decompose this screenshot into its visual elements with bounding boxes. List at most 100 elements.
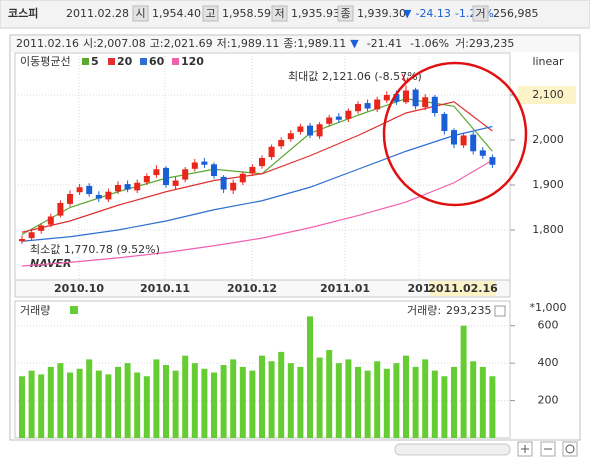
volume-bar — [163, 365, 169, 438]
candle-body — [163, 167, 169, 185]
volume-bar — [28, 370, 35, 438]
header-icon-text: 종 — [340, 7, 350, 20]
candle-body — [259, 158, 265, 167]
header-value: 1,958.59 — [222, 7, 271, 20]
candle-body — [57, 203, 64, 216]
header-icon — [337, 5, 354, 22]
scale-label: linear — [532, 55, 564, 68]
volume-bar — [95, 370, 102, 438]
volume-bar — [268, 361, 275, 438]
legend-swatch — [108, 58, 115, 65]
volume-bar — [76, 368, 83, 438]
y-tick-label: 2,000 — [532, 133, 564, 146]
volume-bar — [412, 366, 419, 438]
min-annotation: 최소값 1,770.78 (9.52%) — [30, 243, 160, 256]
volume-title: 거래량 — [20, 304, 50, 317]
volume-bar — [115, 366, 121, 438]
volume-readout-label: 거래량: — [407, 304, 441, 317]
volume-bar — [326, 350, 333, 438]
header-value: 1,935.93 — [291, 7, 340, 20]
x-tick-label: 2011.01 — [320, 282, 370, 295]
candle-body — [287, 133, 294, 140]
info-arrow: ▼ — [350, 37, 359, 50]
volume-bar — [230, 359, 237, 438]
candle-body — [383, 95, 390, 101]
candle-body — [489, 157, 496, 165]
candle-body — [239, 173, 246, 183]
header-value: 1,939.30 — [357, 7, 406, 20]
candle-body — [38, 225, 45, 231]
header-icon-text: 저 — [274, 7, 284, 20]
candle-body — [355, 104, 361, 112]
volume-bar — [124, 363, 131, 438]
header-icon-text: 고 — [205, 7, 215, 20]
candle-body — [441, 113, 448, 131]
y-tick-label: 200 — [538, 394, 559, 407]
info-item: 종:1,989.11 — [283, 37, 346, 50]
candle-body — [201, 161, 208, 165]
header-bar — [0, 0, 590, 29]
volume-unit: *1,000 — [530, 301, 567, 314]
volume-legend-swatch — [70, 306, 78, 314]
candle-body — [86, 185, 93, 194]
y-tick-label: 2,100 — [532, 88, 564, 101]
x-tick-label: 2010.10 — [54, 282, 104, 295]
candle-body — [220, 176, 227, 190]
x-tick-label: 201 — [408, 282, 431, 295]
candle-body — [374, 99, 381, 110]
volume-bar — [355, 366, 361, 438]
y-tick-label: 600 — [538, 319, 559, 332]
candle-body — [345, 110, 352, 119]
candle-body — [335, 116, 342, 120]
candle-body — [191, 162, 198, 169]
candle-body — [278, 140, 285, 147]
volume-bar — [287, 363, 294, 438]
volume-bar — [57, 363, 64, 438]
legend-label: 5 — [91, 55, 99, 68]
info-volume: 거:293,235 — [455, 37, 514, 50]
volume-bar — [86, 359, 93, 438]
candle-body — [451, 130, 457, 145]
candle-body — [431, 96, 438, 113]
candle-body — [326, 117, 333, 124]
candle-body — [76, 187, 83, 193]
candle-body — [28, 232, 35, 239]
volume-bar — [105, 374, 112, 438]
x-tick-label: 2010.12 — [227, 282, 277, 295]
volume-bar — [47, 366, 54, 438]
header-icon-text: 시 — [135, 7, 145, 20]
y-tick-label: 400 — [538, 356, 559, 369]
volume-bar — [220, 365, 227, 438]
legend-swatch — [82, 58, 89, 65]
volume-bar — [278, 351, 285, 438]
header-icon-text: 거 — [475, 7, 485, 20]
cursor-date-box — [430, 281, 496, 296]
candle-body — [403, 90, 409, 103]
volume-bar — [191, 363, 198, 438]
volume-close-button — [494, 305, 506, 317]
volume-bar — [470, 361, 477, 438]
header-icon — [132, 5, 149, 22]
candle-body — [249, 167, 256, 174]
header-arrow: ▼ — [403, 7, 412, 20]
scrollbar[interactable] — [394, 443, 511, 456]
candle-body — [307, 125, 313, 136]
candle-body — [47, 216, 54, 225]
volume-bar — [182, 355, 189, 438]
header-icon — [472, 5, 489, 22]
candle-body — [268, 146, 275, 158]
refresh-button[interactable] — [562, 441, 578, 457]
legend-swatch — [172, 58, 179, 65]
header-change: -24.13 — [415, 7, 450, 20]
candle-body — [143, 176, 150, 183]
candle-body — [316, 124, 323, 137]
date-axis — [14, 279, 511, 298]
candle-body — [479, 150, 486, 156]
volume-bar — [19, 376, 25, 438]
candle-body — [124, 184, 131, 190]
plus-icon — [521, 445, 529, 453]
volume-bar — [364, 370, 371, 438]
volume-bar — [172, 370, 179, 438]
volume-bar — [431, 370, 438, 438]
